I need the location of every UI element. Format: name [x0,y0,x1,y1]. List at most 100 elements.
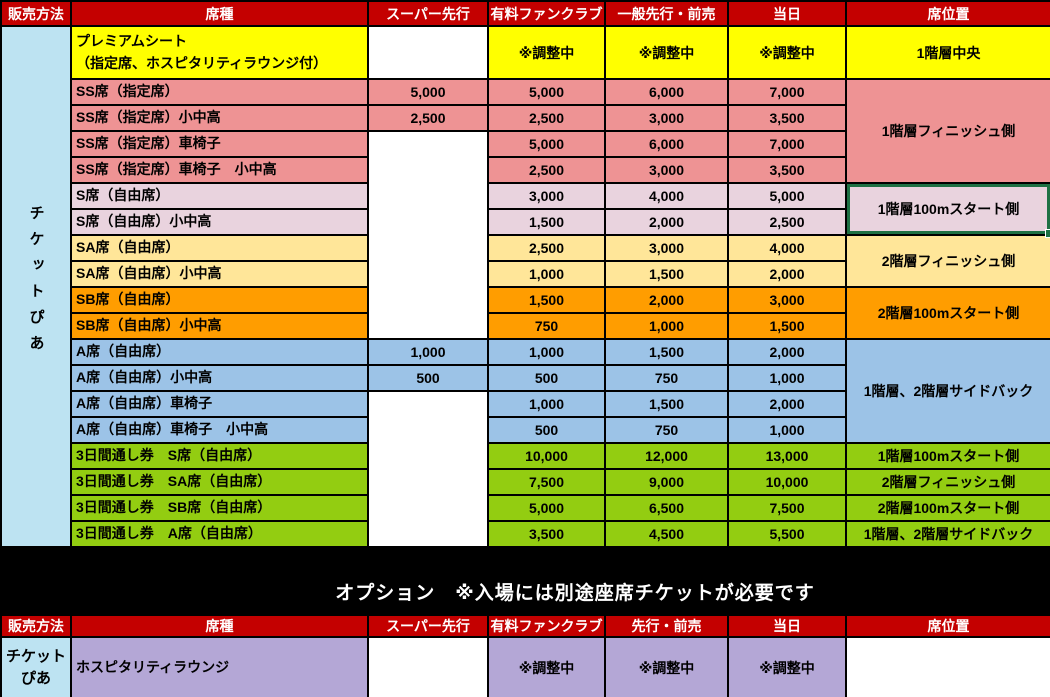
sameday-price-cell[interactable]: 1,500 [727,312,847,340]
seat-type-cell[interactable]: 3日間通し券 SB席（自由席） [70,494,369,522]
column-header[interactable]: 当日 [727,0,847,27]
seat-location-cell[interactable]: 1階層、2階層サイドバック [845,520,1050,548]
super-presale-price-cell[interactable]: 2,500 [367,104,489,132]
column-header[interactable]: 当日 [727,614,847,638]
blank-cell[interactable] [367,25,489,80]
fanclub-price-cell[interactable]: 1,000 [487,260,606,288]
vendor-cell[interactable]: チケットぴあ [0,25,72,548]
sameday-price-cell[interactable]: ※調整中 [727,25,847,80]
seat-type-cell[interactable]: 3日間通し券 SA席（自由席） [70,468,369,496]
fanclub-price-cell[interactable]: 1,000 [487,338,606,366]
fanclub-price-cell[interactable]: 10,000 [487,442,606,470]
fanclub-price-cell[interactable]: 1,500 [487,286,606,314]
seat-type-cell[interactable]: A席（自由席） [70,338,369,366]
sameday-price-cell[interactable]: 10,000 [727,468,847,496]
sameday-price-cell[interactable]: 13,000 [727,442,847,470]
seat-type-cell[interactable]: プレミアムシート （指定席、ホスピタリティラウンジ付） [70,25,369,80]
seat-location-cell[interactable] [845,636,1050,697]
sameday-price-cell[interactable]: 1,000 [727,416,847,444]
fanclub-price-cell[interactable]: 2,500 [487,234,606,262]
fanclub-price-cell[interactable]: 500 [487,416,606,444]
general-presale-price-cell[interactable]: ※調整中 [604,25,729,80]
column-header[interactable]: 席種 [70,614,369,638]
fanclub-price-cell[interactable]: 5,000 [487,494,606,522]
seat-location-cell[interactable]: 1階層100mスタート側 [845,442,1050,470]
general-presale-price-cell[interactable]: 1,500 [604,260,729,288]
general-presale-price-cell[interactable]: 2,000 [604,208,729,236]
column-header[interactable]: 有料ファンクラブ [487,614,606,638]
column-header[interactable]: 有料ファンクラブ [487,0,606,27]
sameday-price-cell[interactable]: 5,500 [727,520,847,548]
general-presale-price-cell[interactable]: 4,500 [604,520,729,548]
sameday-price-cell[interactable]: 5,000 [727,182,847,210]
fanclub-price-cell[interactable]: 7,500 [487,468,606,496]
super-presale-price-cell[interactable]: 1,000 [367,338,489,366]
column-header[interactable]: 席種 [70,0,369,27]
selected-seat-location-cell[interactable]: 1階層100mスタート側 [845,182,1050,239]
general-presale-price-cell[interactable]: 3,000 [604,156,729,184]
sameday-price-cell[interactable]: 7,000 [727,130,847,158]
seat-type-cell[interactable]: A席（自由席）小中高 [70,364,369,392]
column-header[interactable]: 販売方法 [0,614,72,638]
general-presale-price-cell[interactable]: 6,000 [604,130,729,158]
general-presale-price-cell[interactable]: 4,000 [604,182,729,210]
seat-location-cell[interactable]: 2階層100mスタート側 [845,286,1050,340]
blank-cell[interactable] [367,130,489,340]
seat-type-cell[interactable]: SB席（自由席） [70,286,369,314]
fanclub-price-cell[interactable]: 1,000 [487,390,606,418]
sameday-price-cell[interactable]: ※調整中 [727,636,847,697]
vendor-cell[interactable]: チケットぴあ [0,636,72,697]
seat-type-cell[interactable]: 3日間通し券 S席（自由席） [70,442,369,470]
column-header[interactable]: 先行・前売 [604,614,729,638]
seat-type-cell[interactable]: SS席（指定席）車椅子 [70,130,369,158]
general-presale-price-cell[interactable]: 1,000 [604,312,729,340]
general-presale-price-cell[interactable]: 750 [604,416,729,444]
sameday-price-cell[interactable]: 7,500 [727,494,847,522]
sameday-price-cell[interactable]: 4,000 [727,234,847,262]
seat-type-cell[interactable]: SA席（自由席）小中高 [70,260,369,288]
fanclub-price-cell[interactable]: 2,500 [487,156,606,184]
seat-location-cell[interactable]: 1階層フィニッシュ側 [845,78,1050,184]
fanclub-price-cell[interactable]: 3,000 [487,182,606,210]
general-presale-price-cell[interactable]: 750 [604,364,729,392]
seat-type-cell[interactable]: SS席（指定席） [70,78,369,106]
super-presale-price-cell[interactable]: 5,000 [367,78,489,106]
sameday-price-cell[interactable]: 7,000 [727,78,847,106]
fanclub-price-cell[interactable]: 3,500 [487,520,606,548]
column-header[interactable]: 一般先行・前売 [604,0,729,27]
general-presale-price-cell[interactable]: 3,000 [604,234,729,262]
general-presale-price-cell[interactable]: ※調整中 [604,636,729,697]
seat-type-cell[interactable]: A席（自由席）車椅子 小中高 [70,416,369,444]
fanclub-price-cell[interactable]: 5,000 [487,130,606,158]
sameday-price-cell[interactable]: 2,000 [727,338,847,366]
blank-cell[interactable] [367,390,489,548]
sameday-price-cell[interactable]: 3,500 [727,104,847,132]
sameday-price-cell[interactable]: 1,000 [727,364,847,392]
seat-type-cell[interactable]: SA席（自由席） [70,234,369,262]
seat-type-cell[interactable]: SS席（指定席）小中高 [70,104,369,132]
general-presale-price-cell[interactable]: 9,000 [604,468,729,496]
general-presale-price-cell[interactable]: 2,000 [604,286,729,314]
general-presale-price-cell[interactable]: 3,000 [604,104,729,132]
column-header[interactable]: 席位置 [845,614,1050,638]
general-presale-price-cell[interactable]: 6,500 [604,494,729,522]
seat-type-cell[interactable]: ホスピタリティラウンジ [70,636,369,697]
fanclub-price-cell[interactable]: ※調整中 [487,636,606,697]
column-header[interactable]: スーパー先行 [367,614,489,638]
seat-type-cell[interactable]: S席（自由席） [70,182,369,210]
fanclub-price-cell[interactable]: 750 [487,312,606,340]
column-header[interactable]: 販売方法 [0,0,72,27]
fanclub-price-cell[interactable]: 5,000 [487,78,606,106]
fanclub-price-cell[interactable]: ※調整中 [487,25,606,80]
sameday-price-cell[interactable]: 2,000 [727,260,847,288]
general-presale-price-cell[interactable]: 1,500 [604,338,729,366]
seat-type-cell[interactable]: A席（自由席）車椅子 [70,390,369,418]
seat-location-cell[interactable]: 2階層フィニッシュ側 [845,234,1050,288]
general-presale-price-cell[interactable]: 6,000 [604,78,729,106]
seat-location-cell[interactable]: 1階層、2階層サイドバック [845,338,1050,444]
fanclub-price-cell[interactable]: 1,500 [487,208,606,236]
fanclub-price-cell[interactable]: 500 [487,364,606,392]
seat-location-cell[interactable]: 2階層フィニッシュ側 [845,468,1050,496]
sameday-price-cell[interactable]: 3,500 [727,156,847,184]
blank-cell[interactable] [367,636,489,697]
